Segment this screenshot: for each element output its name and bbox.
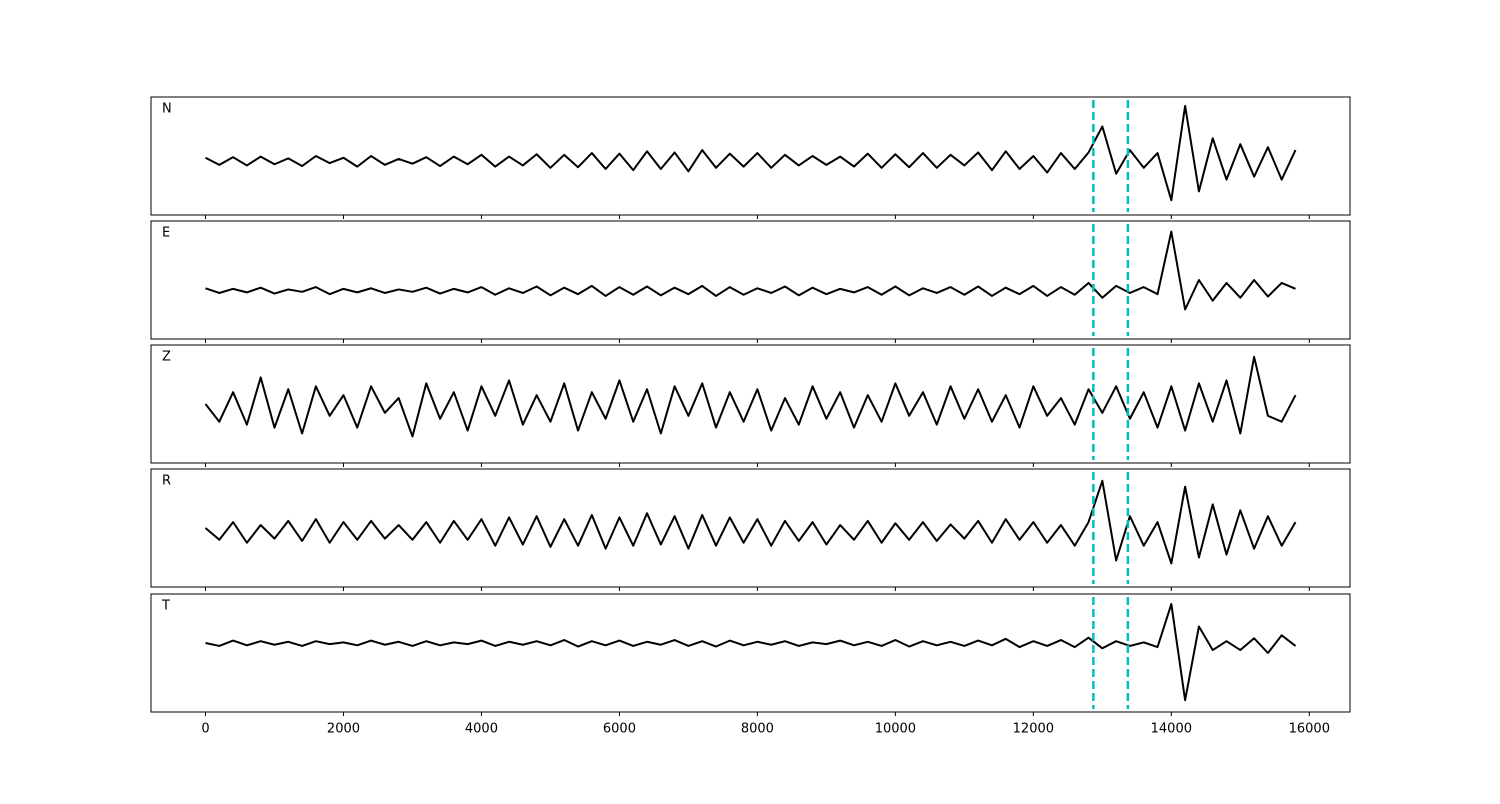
trace xyxy=(205,104,1297,202)
trace xyxy=(204,479,1297,565)
x-tick-label: 16000 xyxy=(1289,722,1330,737)
panel-frame xyxy=(150,468,1351,588)
trace xyxy=(204,355,1297,438)
panel-label: R xyxy=(162,474,171,489)
panel-label: T xyxy=(161,599,170,614)
panel-label: E xyxy=(162,226,170,241)
panel-frame xyxy=(150,96,1351,216)
panel-frame xyxy=(150,220,1351,340)
x-tick-label: 2000 xyxy=(327,722,360,737)
x-tick-label: 10000 xyxy=(875,722,916,737)
panel-label: N xyxy=(162,102,172,117)
x-tick-label: 6000 xyxy=(603,722,636,737)
panel-frame xyxy=(150,593,1351,713)
x-tick-label: 14000 xyxy=(1151,722,1192,737)
x-tick-label: 8000 xyxy=(741,722,774,737)
panel-label: Z xyxy=(162,350,171,365)
x-tick-label: 0 xyxy=(201,722,209,737)
x-tick-label: 12000 xyxy=(1013,722,1054,737)
panel-frame xyxy=(150,344,1351,464)
trace xyxy=(205,603,1297,702)
x-tick-label: 4000 xyxy=(465,722,498,737)
trace xyxy=(205,230,1296,311)
